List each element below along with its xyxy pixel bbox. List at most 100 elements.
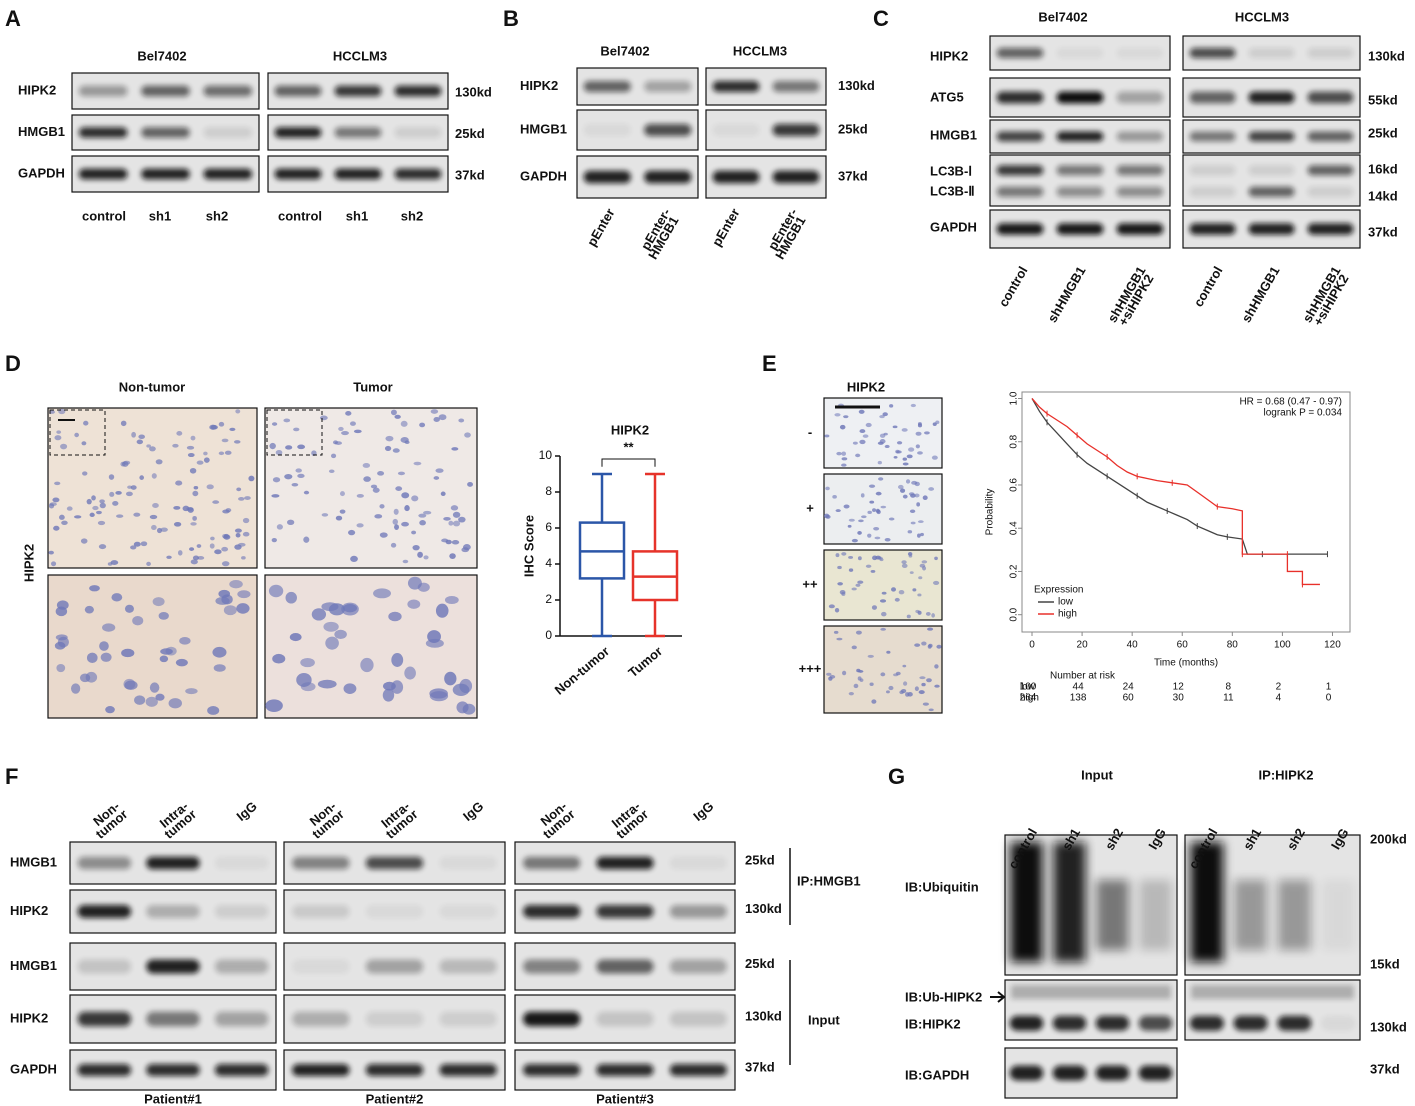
band: [1056, 165, 1104, 176]
nucleus: [841, 451, 847, 456]
survival-curve: [1031, 398, 1328, 555]
nucleus: [867, 533, 872, 538]
label: GAPDH: [10, 1061, 57, 1076]
band: [141, 168, 190, 180]
lane-label: control: [1191, 264, 1226, 310]
nucleus: [928, 643, 933, 648]
ihc-image: [823, 473, 943, 545]
nucleus: [212, 500, 220, 504]
nucleus: [871, 605, 878, 610]
nucleus: [834, 413, 841, 417]
nucleus: [892, 425, 898, 429]
band: [1052, 1015, 1087, 1031]
size-label: 55kd: [1368, 92, 1398, 107]
nucleus: [242, 531, 250, 537]
nucleus: [189, 467, 197, 474]
nucleus: [168, 698, 182, 709]
nucleus: [928, 708, 934, 712]
band: [365, 905, 424, 918]
nucleus: [189, 547, 195, 551]
nucleus: [159, 655, 169, 663]
nucleus: [828, 604, 835, 609]
band: [1116, 186, 1164, 197]
nucleus: [859, 678, 864, 682]
nucleus: [401, 492, 410, 499]
nucleus: [877, 556, 883, 560]
nucleus: [914, 493, 920, 498]
nucleus: [404, 666, 416, 680]
nucleus: [851, 645, 857, 650]
nucleus: [919, 563, 926, 568]
band: [669, 856, 727, 870]
nucleus: [897, 484, 904, 490]
band: [77, 1064, 132, 1076]
nucleus: [133, 512, 141, 517]
band: [365, 1064, 424, 1076]
nucleus: [388, 611, 402, 622]
nucleus: [132, 615, 144, 626]
label: HMGB1: [930, 127, 977, 142]
band: [292, 1064, 350, 1076]
blot: [1182, 154, 1361, 207]
nucleus: [857, 580, 864, 584]
y-tick-label: 0.2: [1009, 564, 1020, 578]
band: [1248, 47, 1295, 59]
nucleus: [936, 644, 942, 649]
nucleus: [858, 409, 865, 414]
nucleus: [443, 516, 451, 521]
band: [1277, 1015, 1312, 1031]
nucleus: [272, 477, 281, 483]
nucleus: [419, 520, 426, 526]
label: GAPDH: [18, 165, 65, 180]
nucleus: [321, 513, 329, 517]
band: [1052, 1065, 1087, 1081]
nucleus: [835, 553, 840, 558]
band: [292, 959, 350, 974]
nucleus: [325, 636, 339, 650]
nucleus: [182, 505, 190, 512]
band: [1056, 186, 1104, 197]
nucleus: [287, 519, 295, 526]
nucleus: [173, 505, 181, 510]
nucleus: [909, 571, 914, 575]
nucleus: [265, 699, 283, 712]
nucleus: [397, 471, 406, 476]
nucleus: [89, 585, 100, 592]
band: [523, 1064, 581, 1076]
nucleus: [151, 473, 157, 479]
smear: [1277, 880, 1311, 950]
nucleus: [149, 682, 160, 693]
nucleus: [853, 683, 859, 689]
nucleus: [149, 446, 156, 452]
nucleus: [74, 432, 79, 438]
band: [996, 131, 1044, 142]
band: [596, 1064, 654, 1076]
size-label: 25kd: [745, 852, 775, 867]
risk-value: 8: [1226, 682, 1232, 693]
nucleus: [223, 533, 230, 539]
nucleus: [893, 673, 899, 677]
risk-value: 12: [1173, 682, 1185, 693]
nucleus: [901, 428, 908, 432]
nucleus: [300, 657, 315, 668]
nucleus: [393, 508, 399, 515]
label: IB:Ub-HIPK2: [905, 989, 982, 1004]
nucleus: [295, 468, 302, 473]
nucleus: [841, 463, 847, 467]
band: [394, 127, 442, 138]
band: [1189, 91, 1236, 104]
band: [996, 47, 1044, 59]
nucleus: [99, 499, 105, 504]
label: IB:Ubiquitin: [905, 879, 979, 894]
band: [1189, 131, 1236, 142]
nucleus: [825, 514, 831, 519]
nucleus: [910, 521, 916, 525]
nucleus: [449, 553, 456, 560]
nucleus: [917, 593, 922, 597]
panel-letter: E: [762, 351, 777, 376]
size-label: 25kd: [1368, 125, 1398, 140]
band: [292, 856, 350, 870]
nucleus: [934, 556, 938, 561]
nucleus: [124, 604, 134, 613]
nucleus: [899, 488, 906, 493]
